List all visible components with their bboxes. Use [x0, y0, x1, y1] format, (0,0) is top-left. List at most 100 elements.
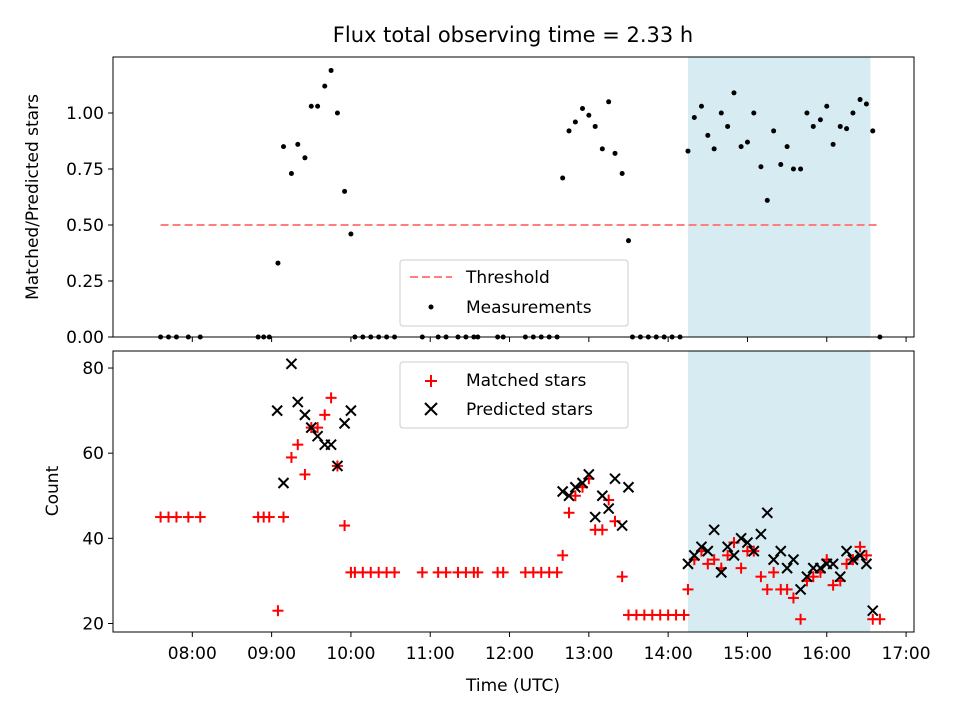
predicted-point	[867, 605, 879, 617]
predicted-point-b	[867, 605, 879, 617]
matched-point	[860, 549, 872, 561]
legend-measurements-swatch	[428, 304, 434, 310]
predicted-point	[794, 583, 807, 596]
matched-points	[155, 392, 886, 625]
predicted-point-b	[299, 409, 311, 421]
predicted-point-b	[682, 558, 694, 570]
measurement-point	[586, 112, 592, 118]
predicted-point-b	[563, 490, 575, 502]
predicted-point	[563, 490, 575, 502]
measurement-point	[281, 144, 287, 150]
predicted-point-b	[702, 545, 714, 557]
bottom-panel: 20 40 60 80 08:00 09:00 10:00 11:00 12:00 13:00 1…	[43, 350, 931, 696]
measurement-point	[334, 110, 340, 116]
predicted-point-b	[271, 404, 283, 417]
predicted-point-b	[854, 549, 866, 562]
matched-point	[682, 583, 694, 595]
x-tick-label: 09:00	[247, 644, 296, 664]
measurement-point	[342, 188, 348, 194]
measurement-point	[804, 110, 810, 116]
predicted-point	[721, 541, 734, 553]
x-axis-ticks	[191, 337, 907, 342]
predicted-point	[695, 541, 708, 553]
predicted-point-b	[748, 545, 760, 557]
matched-point	[755, 571, 767, 583]
x-axis-label: Time (UTC)	[465, 676, 560, 696]
x-tick-label: 12:00	[485, 644, 534, 664]
matched-point	[272, 605, 284, 617]
legend: Threshold Measurements	[399, 259, 629, 327]
measurement-point	[778, 162, 784, 168]
x-tick-label: 08:00	[168, 644, 217, 664]
measurement-point	[348, 231, 354, 237]
matched-point	[787, 592, 799, 604]
x-tick-label: 10:00	[326, 644, 375, 664]
matched-point	[440, 566, 452, 578]
predicted-point-b	[695, 541, 708, 553]
measurement-point	[612, 150, 618, 156]
x-tick-label: 11:00	[406, 644, 455, 664]
predicted-point	[616, 519, 628, 532]
measurement-point	[288, 170, 294, 176]
predicted-point-b	[775, 545, 787, 557]
x-tick-label: 17:00	[882, 644, 931, 664]
matched-point	[761, 583, 773, 595]
measurement-point	[738, 144, 744, 150]
measurement-point	[685, 148, 691, 154]
y-tick-label: 0.50	[66, 216, 104, 236]
y-axis: 20 40 60 80	[82, 359, 113, 634]
predicted-point	[331, 460, 344, 472]
x-tick-label: 15:00	[723, 644, 772, 664]
legend-threshold-label: Threshold	[465, 268, 550, 288]
matched-point	[182, 511, 194, 523]
predicted-point	[556, 485, 569, 498]
measurement-point	[619, 170, 625, 176]
predicted-point-b	[556, 485, 569, 498]
predicted-point-b	[331, 460, 344, 472]
legend-box	[399, 361, 629, 429]
y-axis: 0.00 0.25 0.50 0.75 1.00	[66, 104, 113, 348]
predicted-point	[622, 481, 635, 493]
matched-point	[827, 579, 839, 591]
predicted-point-b	[345, 404, 357, 417]
matched-point	[781, 583, 793, 595]
predicted-point-b	[616, 519, 628, 532]
predicted-point-b	[781, 562, 793, 574]
y-tick-label: 1.00	[66, 104, 104, 124]
matched-point	[194, 511, 206, 523]
predicted-point-b	[847, 553, 859, 566]
predicted-point-b	[721, 541, 734, 553]
legend-box	[399, 259, 629, 327]
predicted-point-b	[741, 536, 754, 549]
y-axis-label: Count	[43, 465, 63, 516]
predicted-point	[292, 396, 304, 408]
predicted-point	[602, 502, 615, 515]
measurement-point	[830, 141, 836, 147]
measurement-point	[302, 155, 308, 161]
measurement-point	[824, 103, 830, 109]
matched-point	[339, 520, 351, 532]
plot-frame	[112, 56, 915, 338]
predicted-point	[576, 477, 589, 489]
top-panel: Flux total observing time = 2.33 h 0.000…	[23, 23, 915, 348]
predicted-point-b	[761, 507, 773, 519]
measurement-point	[625, 238, 631, 244]
matched-point	[874, 613, 886, 625]
measurement-point	[599, 146, 605, 152]
predicted-point	[801, 570, 813, 583]
measurement-point	[572, 119, 578, 125]
measurement-point	[870, 128, 876, 134]
matched-point	[735, 562, 747, 574]
measurement-point	[560, 175, 566, 181]
predicted-point	[702, 545, 714, 557]
predicted-points	[271, 358, 879, 617]
predicted-point	[755, 528, 767, 540]
matched-point	[299, 468, 311, 480]
predicted-point-b	[576, 477, 589, 489]
measurement-point	[566, 128, 572, 134]
matched-point	[795, 613, 807, 625]
measurement-point	[798, 166, 804, 172]
predicted-point	[325, 438, 337, 451]
predicted-point	[741, 536, 754, 549]
